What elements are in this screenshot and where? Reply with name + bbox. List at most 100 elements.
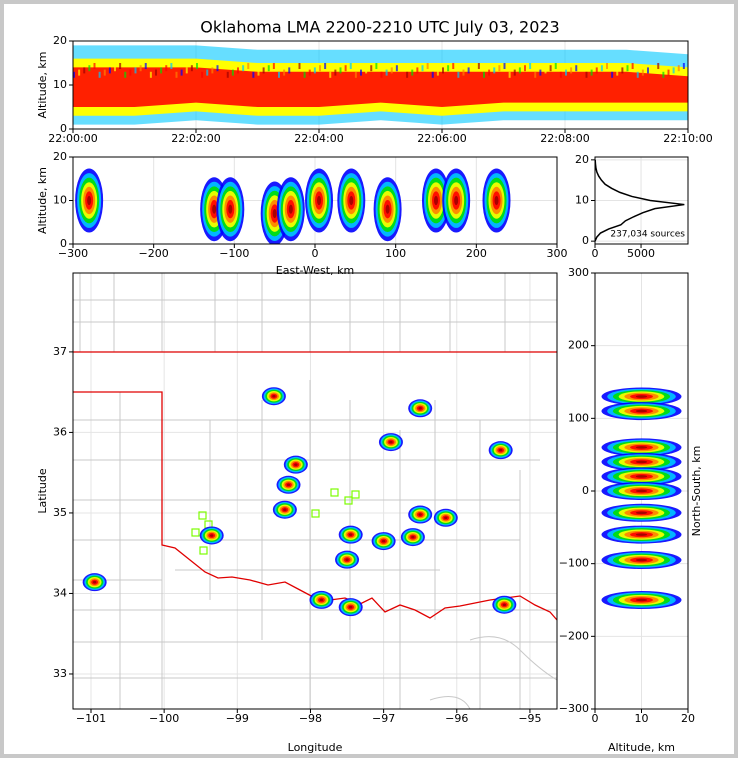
density <box>635 533 648 536</box>
source-streak <box>257 69 260 76</box>
frame <box>594 156 689 245</box>
source-streak <box>267 65 270 72</box>
density <box>454 195 459 206</box>
cell <box>601 525 682 544</box>
cell <box>408 505 433 524</box>
source-streak <box>493 67 496 74</box>
x-tick-label: −99 <box>226 712 249 725</box>
density <box>635 558 648 562</box>
y-tick-label: 34 <box>53 586 67 599</box>
density <box>635 511 648 515</box>
cell <box>442 168 471 233</box>
source-streak <box>600 65 603 72</box>
density <box>635 409 648 413</box>
cell <box>305 168 334 233</box>
density <box>635 446 648 449</box>
source-streak <box>175 71 178 78</box>
source-streak <box>226 71 229 78</box>
cell <box>371 532 396 551</box>
source-streak <box>457 71 460 78</box>
density <box>635 460 648 464</box>
y-tick-label: 35 <box>53 506 67 519</box>
density <box>418 406 422 410</box>
y-axis-label: Altitude, km <box>36 167 49 234</box>
source-streak <box>554 63 557 69</box>
source-streak <box>411 69 414 76</box>
y-tick-label: 10 <box>575 194 589 207</box>
source-streak <box>119 63 122 69</box>
density <box>348 533 353 536</box>
source-streak <box>231 69 234 76</box>
x-tick-label: 5000 <box>627 247 655 260</box>
source-streak <box>216 65 219 72</box>
y-axis-label: North-South, km <box>690 446 703 537</box>
cell <box>378 433 403 452</box>
cell <box>337 168 366 233</box>
source-streak <box>416 67 419 74</box>
source-streak <box>252 71 255 78</box>
source-streak <box>544 67 547 74</box>
source-streak <box>114 65 116 72</box>
x-tick-label: 22:10:00 <box>663 132 712 145</box>
y-tick-label: 0 <box>60 122 67 135</box>
cell <box>601 402 682 421</box>
cell <box>601 503 682 522</box>
density <box>319 598 324 602</box>
cell <box>261 387 286 406</box>
x-tick-label: −100 <box>219 247 249 260</box>
y-tick-label: 10 <box>53 194 67 207</box>
source-streak <box>395 65 398 72</box>
source-streak <box>221 63 224 69</box>
cell <box>601 438 682 457</box>
source-streak <box>344 65 347 72</box>
cell <box>309 590 334 609</box>
source-streak <box>503 63 506 69</box>
source-streak <box>365 67 368 74</box>
density <box>635 395 648 398</box>
y-tick-label: 100 <box>568 411 589 424</box>
source-streak <box>293 65 296 72</box>
source-streak <box>324 63 327 69</box>
source-streak <box>483 71 485 78</box>
x-tick-label: −300 <box>58 247 88 260</box>
source-streak <box>667 69 670 76</box>
source-streak <box>196 63 198 69</box>
cell <box>199 526 224 545</box>
density <box>635 489 648 493</box>
source-streak <box>380 71 383 78</box>
source-streak <box>185 67 188 74</box>
source-streak <box>206 69 209 76</box>
source-streak <box>682 63 685 69</box>
cell <box>335 550 360 569</box>
source-streak <box>662 71 665 78</box>
x-tick-label: −98 <box>299 712 322 725</box>
source-streak <box>636 71 639 78</box>
y-tick-label: 0 <box>582 484 589 497</box>
source-streak <box>477 63 480 69</box>
y-tick-label: −300 <box>559 702 589 715</box>
map-layer <box>73 273 558 710</box>
source-streak <box>155 69 157 76</box>
source-streak <box>472 65 475 72</box>
source-streak <box>534 71 537 78</box>
source-streak <box>570 67 573 74</box>
cell <box>82 573 107 592</box>
x-tick-label: 0 <box>592 247 599 260</box>
y-tick-label: 200 <box>568 339 589 352</box>
stations <box>191 488 360 555</box>
source-streak <box>406 71 409 78</box>
x-tick-label: 22:06:00 <box>417 132 466 145</box>
source-streak <box>160 67 163 74</box>
cell <box>492 595 517 614</box>
source-streak <box>247 63 250 69</box>
source-streak <box>144 63 147 69</box>
source-streak <box>370 65 373 72</box>
source-streak <box>549 65 552 72</box>
density <box>294 463 298 466</box>
source-streak <box>103 69 106 76</box>
cell <box>488 441 513 460</box>
source-streak <box>73 71 75 78</box>
source-streak <box>595 67 598 74</box>
density <box>317 195 322 206</box>
source-streak <box>319 65 321 72</box>
